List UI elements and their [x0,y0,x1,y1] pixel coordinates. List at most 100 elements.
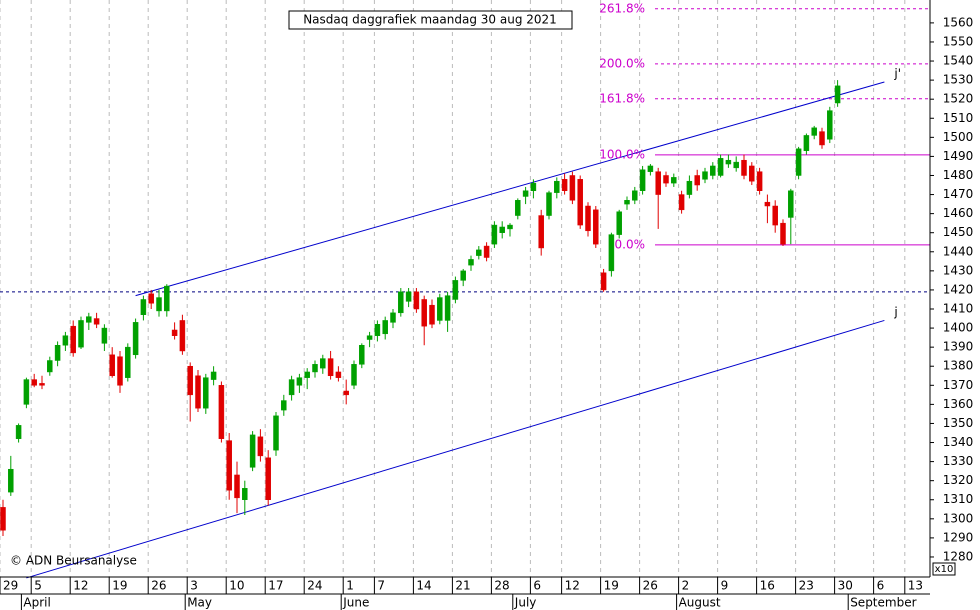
candle-body [62,335,69,346]
x-tick-label: 5 [34,579,42,593]
x-tick-label: 13 [908,579,923,593]
y-tick-label: 1380 [943,359,974,373]
candle-body [803,135,810,151]
y-tick-label: 1470 [943,187,974,201]
copyright: © ADN Beursanalyse [10,554,137,568]
candle-body [468,259,474,266]
y-tick-label: 1360 [943,397,974,411]
x-tick-label: 28 [494,579,509,593]
x-tick-label: 23 [799,579,814,593]
candle-body [218,385,225,439]
candle-body [382,320,388,335]
candle-body [733,161,739,169]
candle-body [374,324,381,336]
candle-body [179,320,186,352]
y-tick-label: 1410 [943,302,974,316]
candle-body [265,457,271,500]
fib-label: 161.8% [599,91,645,105]
candle-body [694,175,700,186]
candle-body [288,379,295,396]
candle-body [663,175,669,184]
candle-body [437,297,443,321]
candle-body [86,316,92,323]
month-label: May [187,596,212,610]
title-box [288,10,573,30]
y-tick-label: 1460 [943,206,974,220]
candle-body [741,159,747,176]
candle-body [655,171,661,195]
y-tick-label: 1530 [943,73,974,87]
candle-body [827,110,833,140]
candle-body [678,194,685,211]
y-tick-label: 1310 [943,492,974,506]
trendline [135,81,885,297]
y-tick-label: 1480 [943,168,974,182]
candle-body [343,390,349,396]
x-tick-label: 19 [112,579,127,593]
trendline [26,319,885,579]
fib-label: 261.8% [599,1,645,15]
month-label: July [514,596,537,610]
x-tick-label: 2 [682,579,690,593]
candle-body [210,371,217,380]
candle-body [546,192,552,216]
candle-body [710,165,716,176]
candle-body [8,468,14,493]
y-tick-label: 1440 [943,244,974,258]
candle-body [671,177,677,184]
scale-note: x10 [935,564,954,575]
candle-body [296,377,303,386]
candle-body [132,322,139,356]
candle-body [702,171,708,180]
y-tick-label: 1290 [943,530,974,544]
candle-body [359,344,365,365]
candle-body [647,165,654,172]
y-tick-label: 1350 [943,416,974,430]
month-label: August [679,596,721,610]
candle-body [320,358,326,369]
candle-body [304,371,310,378]
candle-body [561,179,568,191]
candle-body [117,356,123,386]
x-tick-label: 21 [455,579,470,593]
candle-body [780,222,786,245]
candle-body [109,354,115,377]
y-tick-label: 1500 [943,130,974,144]
grid [0,0,930,579]
x-tick-label: 16 [760,579,775,593]
candle-body [0,507,6,531]
candle-body [772,205,778,226]
candle-body [764,201,771,207]
candle-body [522,190,529,197]
candle-body [281,400,287,411]
candle-body [351,364,357,386]
candle-body [608,234,615,272]
candle-body [639,169,646,191]
candle-body [187,365,193,396]
y-tick-label: 1510 [943,111,974,125]
x-tick-label: 6 [533,579,541,593]
x-tick-label: 30 [838,579,853,593]
y-tick-label: 1370 [943,378,974,392]
fib-label: 200.0% [599,56,645,70]
x-tick-label: 12 [73,579,88,593]
month-label: September [850,596,916,610]
candle-body [444,295,451,321]
candle-body [429,304,435,325]
candle-body [366,335,373,340]
candle-body [413,291,420,310]
x-tick-label: 17 [268,579,283,593]
candle-body [717,158,724,176]
trendline-label: j [893,305,897,319]
x-tick-label: 6 [877,579,885,593]
candle-body [195,375,201,409]
candle-body [788,190,794,218]
month-label: April [23,596,50,610]
candle-body [554,180,560,193]
candle-body [624,200,630,205]
x-tick-label: 19 [604,579,619,593]
x-tick-label: 7 [377,579,385,593]
candle-body [593,209,599,245]
scale-note-box [932,562,956,576]
candle-body [616,211,622,235]
